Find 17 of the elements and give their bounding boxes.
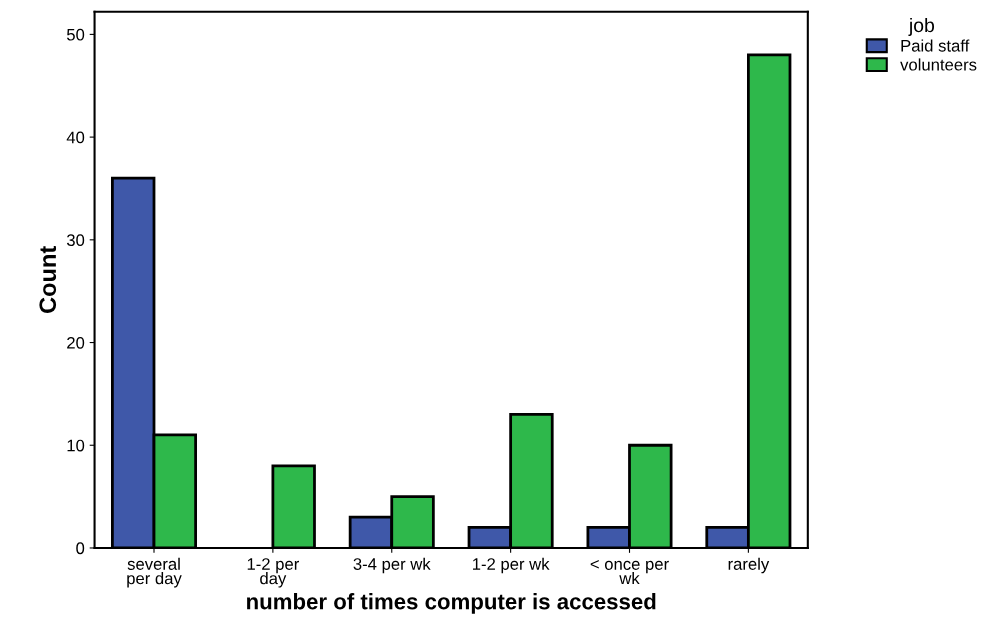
x-tick-label: rarely (728, 557, 770, 574)
y-tick-label: 10 (67, 439, 85, 452)
y-tick-label: 0 (76, 542, 85, 555)
y-tick-label: 20 (67, 336, 85, 349)
x-tick-label: 3-4 per wk (353, 557, 431, 574)
y-axis-title: Count (39, 246, 57, 313)
legend-label: Paid staff (901, 39, 970, 52)
x-tick-label: 1-2 per day (247, 558, 300, 588)
legend-label: volunteers (900, 58, 977, 71)
x-tick-label: < once per wk (590, 560, 669, 585)
y-tick-label: 30 (66, 234, 85, 247)
y-tick-label: 50 (66, 28, 85, 41)
x-tick-label: several per day (127, 557, 182, 588)
y-tick-label: 40 (66, 131, 85, 144)
x-tick-label: 1-2 per wk (473, 557, 550, 574)
x-axis-title: number of times computer is accessed (247, 593, 656, 614)
legend-title: job (908, 17, 935, 36)
